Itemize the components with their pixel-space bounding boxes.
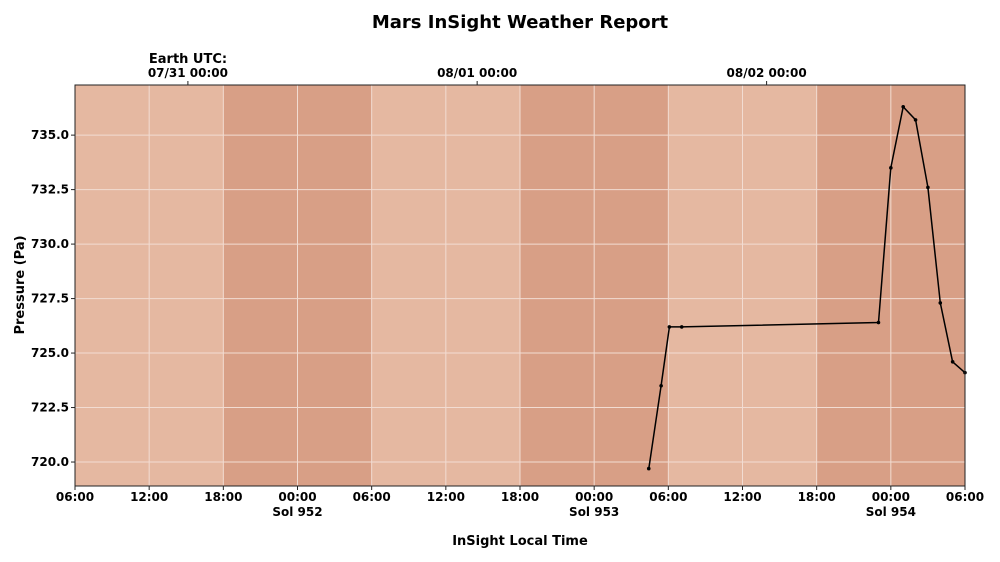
y-tick-label: 722.5	[31, 401, 69, 415]
x-tick-label: 00:00	[872, 490, 910, 504]
x-tick-label: 06:00	[353, 490, 391, 504]
sol-label: Sol 954	[866, 505, 916, 519]
x-tick-label: 06:00	[649, 490, 687, 504]
data-point	[667, 325, 672, 329]
x-tick-label: 18:00	[204, 490, 242, 504]
x-tick-label: 00:00	[575, 490, 613, 504]
y-tick-label: 732.5	[31, 183, 69, 197]
x-tick-label: 18:00	[798, 490, 836, 504]
top-tick-label: 08/02 00:00	[727, 66, 807, 80]
data-point	[889, 166, 893, 170]
y-tick-label: 735.0	[31, 128, 69, 142]
data-point	[901, 104, 905, 109]
x-tick-label: 12:00	[723, 490, 761, 504]
data-point	[938, 301, 943, 305]
data-point	[646, 466, 651, 471]
y-tick-label: 725.0	[31, 346, 69, 360]
x-axis-label: InSight Local Time	[452, 534, 588, 549]
sol-label: Sol 953	[569, 505, 619, 519]
data-point	[679, 325, 684, 329]
x-tick-label: 12:00	[130, 490, 168, 504]
x-tick-label: 06:00	[56, 490, 94, 504]
sol-label: Sol 952	[272, 505, 322, 519]
data-point	[913, 118, 918, 122]
x-tick-label: 06:00	[946, 490, 984, 504]
top-tick-label: 08/01 00:00	[437, 66, 517, 80]
x-tick-label: 12:00	[427, 490, 465, 504]
x-tick-label: 00:00	[278, 490, 316, 504]
series-line	[648, 105, 966, 469]
data-point	[926, 185, 930, 190]
pressure-series	[646, 104, 967, 471]
chart-title: Mars InSight Weather Report	[372, 12, 669, 33]
data-point	[950, 359, 955, 364]
data-point	[659, 383, 663, 388]
y-tick-label: 730.0	[31, 237, 69, 251]
y-tick-label: 727.5	[31, 292, 69, 306]
data-point	[876, 320, 881, 325]
y-tick-label: 720.0	[31, 455, 69, 469]
top-axis-label: Earth UTC:	[149, 52, 227, 67]
top-tick-label: 07/31 00:00	[148, 66, 228, 80]
y-axis-label: Pressure (Pa)	[13, 235, 28, 334]
x-tick-label: 18:00	[501, 490, 539, 504]
